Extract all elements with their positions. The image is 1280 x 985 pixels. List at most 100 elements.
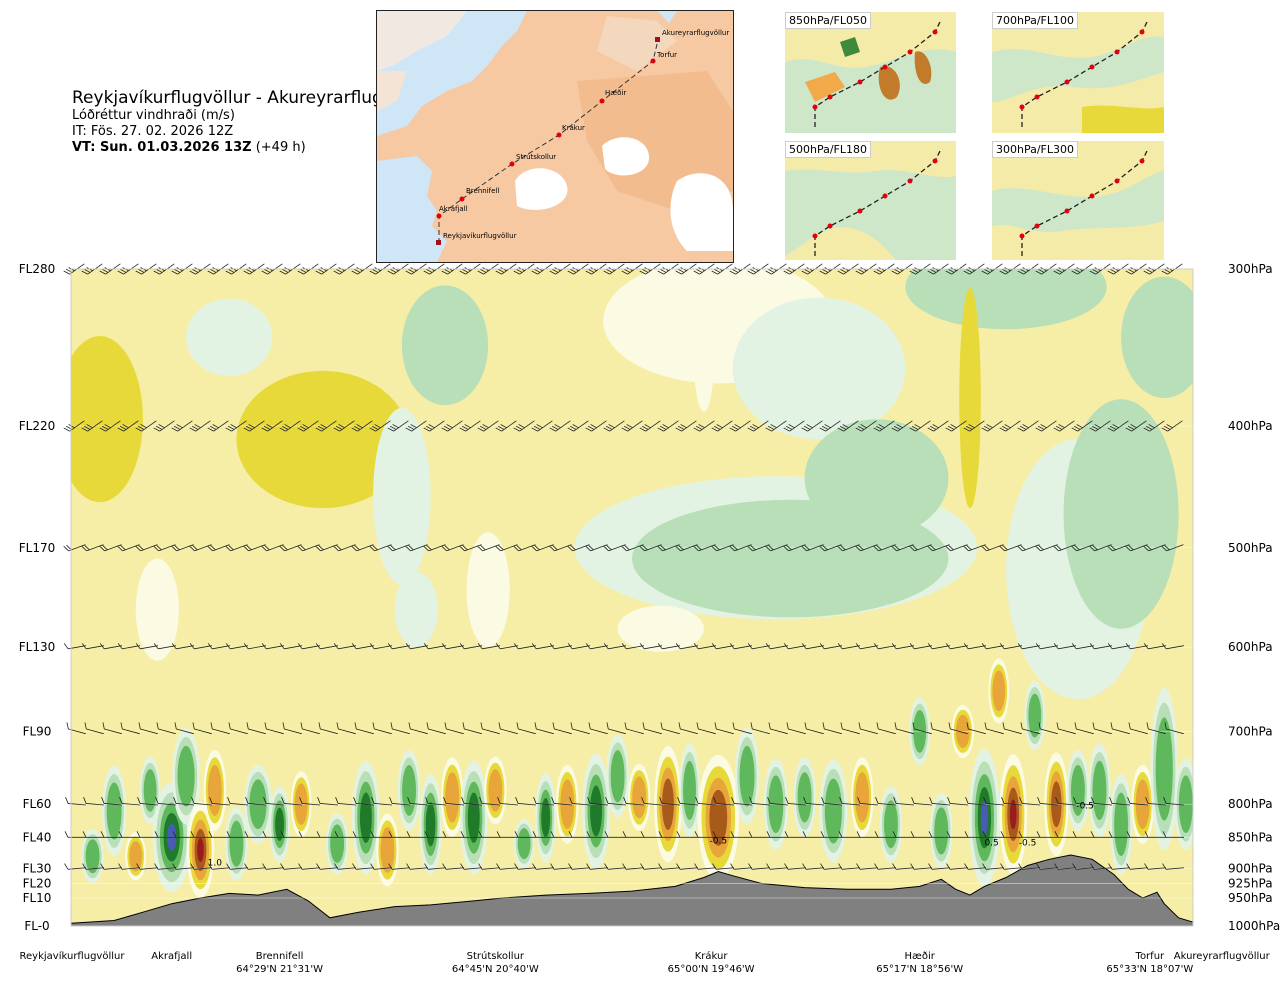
wind-barb [407,797,429,806]
wind-barb [99,544,122,552]
wind-barb [856,863,879,870]
thumbnail-700: 700hPa/FL100 [992,12,1164,133]
wind-barb [102,722,122,735]
wind-barb [1017,643,1040,650]
wind-barb [423,544,446,552]
wind-barb [315,420,337,432]
wind-barb [1071,420,1093,432]
map-label-reykjavik: Reykjavíkurflugvöllur [443,232,517,240]
wind-barb [894,722,914,735]
wind-barb [621,420,643,432]
wind-barb [927,420,949,432]
wind-barb [388,863,411,870]
wind-barb [1090,831,1112,838]
wind-barb [315,544,338,552]
wind-barb [804,722,824,735]
wind-barb [784,831,806,838]
wind-barb [892,863,915,870]
updraft-cell [402,764,416,816]
wind-barb [264,722,284,735]
wind-barb [444,722,464,735]
wind-barb [262,863,285,870]
wind-barb [1164,722,1184,735]
wind-barb [1144,863,1167,870]
wind-barb [136,831,158,838]
wind-barb [387,544,410,552]
wind-barb [1018,863,1041,870]
wind-barb [947,797,969,806]
wind-barb [282,722,302,735]
wind-barb [261,643,284,650]
wind-barb [316,863,339,870]
wind-barb [550,863,573,870]
wind-barb [354,722,374,735]
wind-barb [119,797,141,806]
thumbnail-500: 500hPa/FL180 [785,141,956,260]
location-name: Strútskollur [467,950,525,962]
pressure-level-label: 950hPa [1228,891,1273,905]
updraft-cell [980,800,989,835]
pressure-level-label: 800hPa [1228,797,1273,811]
contour-label: 0.5 [984,838,998,848]
location-coordinate: 64°45'N 20°40'W [452,964,539,975]
wind-barb [588,722,608,735]
wind-barb [154,831,176,838]
thumbnail-300: 300hPa/FL300 [992,141,1164,260]
valid-time: VT: Sun. 01.03.2026 13Z (+49 h) [72,140,306,155]
field-region [186,298,273,377]
wind-barb [696,722,716,735]
chart-subtitle: Lóðréttur vindhraði (m/s) [72,108,235,123]
wind-barb [1143,544,1166,552]
wind-barb [1000,863,1023,870]
downdraft-cell [129,841,143,872]
wind-barb [191,797,213,806]
wind-barb [441,420,463,432]
wind-barb [459,643,482,650]
wind-barb [801,643,824,650]
wind-barb [498,722,518,735]
wind-barb [765,420,787,432]
wind-barb [531,544,554,552]
wind-barb [929,797,951,806]
wind-barb [585,544,608,552]
updraft-cell [143,769,157,812]
wind-barb [675,544,698,552]
wind-barb [659,797,681,806]
wind-barb [1162,831,1184,838]
wind-barb [353,797,375,806]
wind-barb [245,797,267,806]
location-name: Reykjavíkurflugvöllur [20,950,126,962]
wind-barb [711,420,733,432]
wind-barb [873,420,895,432]
wind-barb [570,722,590,735]
wind-barb [657,643,680,650]
wind-barb [729,544,752,552]
wind-barb [479,797,501,806]
wind-barb [677,797,699,806]
wind-barb [984,722,1004,735]
flight-level-label: FL130 [19,640,56,654]
wind-barb [135,544,158,552]
wind-barb [623,797,645,806]
wind-barb [712,831,734,838]
wind-barb [389,797,411,806]
updraft-cell [275,807,285,842]
flight-level-label: FL30 [23,862,52,876]
wind-barb [603,420,625,432]
wind-barb [1038,722,1058,735]
wind-barb [100,863,123,870]
location-coordinate: 64°29'N 21°31'W [236,964,323,975]
map-label-krakur: Krákur [562,124,585,132]
wind-barb [135,643,158,650]
pressure-level-label: 300hPa [1228,262,1273,276]
wind-barb [999,420,1021,432]
wind-barb [657,544,680,552]
wind-barb [876,722,896,735]
updraft-cell [934,807,949,855]
updraft-cell [824,778,842,844]
wind-barb [84,722,104,735]
wind-barb [928,863,951,870]
wind-barb [819,544,842,552]
wind-barb [838,831,860,838]
wind-barb [531,420,553,432]
